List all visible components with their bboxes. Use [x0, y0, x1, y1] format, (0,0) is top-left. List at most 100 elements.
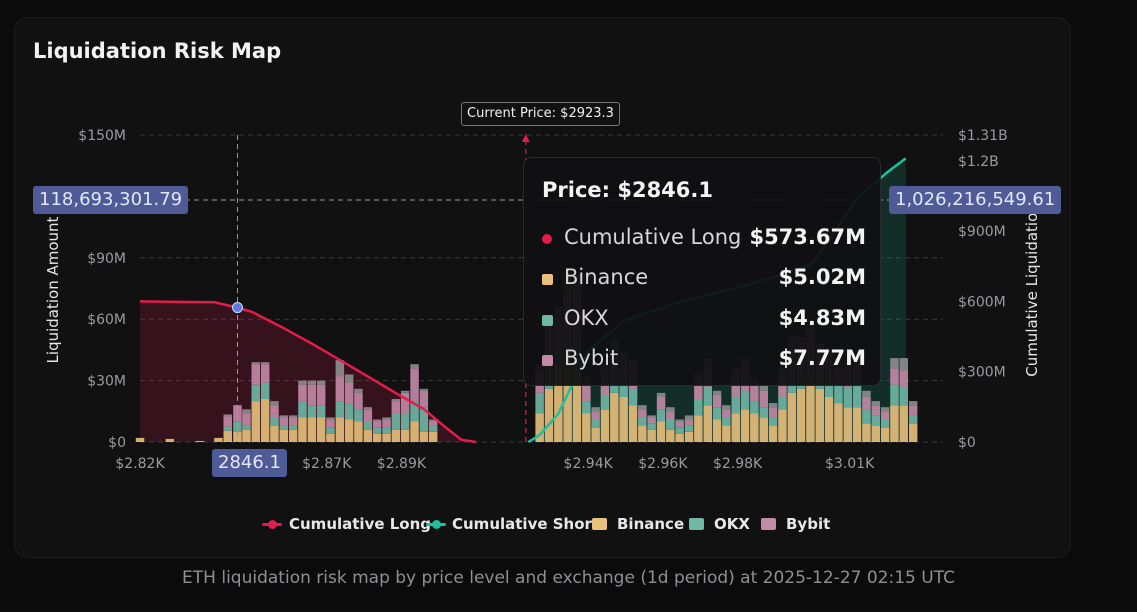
- bar-binance: [288, 429, 298, 442]
- bar-okx: [722, 417, 731, 426]
- y-tick-label: $150M: [78, 128, 126, 144]
- y2-tick-label: $1.31B: [958, 128, 1008, 144]
- bar-binance: [824, 397, 834, 442]
- bar-okx: [750, 401, 759, 414]
- legend-label: OKX: [714, 515, 750, 533]
- bar-other: [242, 409, 251, 414]
- bar-bybit: [223, 416, 232, 427]
- bar-binance: [722, 425, 731, 442]
- bar-binance: [610, 392, 619, 442]
- bar-other: [647, 415, 656, 418]
- bar-binance: [619, 397, 628, 442]
- bar-okx: [656, 409, 666, 422]
- bar-okx: [890, 384, 899, 406]
- bar-binance: [731, 413, 740, 442]
- bar-binance: [815, 388, 824, 442]
- bar-binance: [400, 429, 410, 442]
- cumulative-long-dot-icon: [542, 234, 552, 244]
- bar-other: [722, 405, 731, 410]
- tooltip: Price: $2846.1 Cumulative Long $573.67M …: [523, 157, 881, 386]
- bar-okx: [372, 427, 382, 434]
- bar-bybit: [656, 397, 666, 410]
- bar-other: [354, 388, 363, 393]
- y2-tick-label: $1.2B: [958, 154, 999, 170]
- bar-okx: [899, 386, 908, 406]
- bar-other: [675, 419, 684, 422]
- tooltip-row-label: Binance: [564, 265, 649, 289]
- bar-okx: [270, 417, 279, 426]
- bar-bybit: [326, 419, 335, 428]
- bar-binance: [908, 423, 918, 442]
- bar-okx: [731, 397, 740, 414]
- y-tick-label: $90M: [87, 251, 126, 267]
- bar-bybit: [372, 421, 382, 428]
- bar-binance: [372, 433, 382, 442]
- bar-bybit: [880, 411, 890, 420]
- bar-okx: [410, 401, 419, 422]
- bar-okx: [242, 425, 251, 430]
- bar-bybit: [410, 368, 419, 401]
- bar-binance: [600, 409, 610, 442]
- bar-binance: [638, 425, 647, 442]
- bar-bybit: [731, 376, 740, 397]
- bar-bybit: [307, 384, 317, 406]
- chart-title: Liquidation Risk Map: [33, 39, 282, 63]
- bar-bybit: [778, 376, 787, 397]
- bar-other: [372, 419, 382, 422]
- legend-label: Binance: [617, 515, 685, 533]
- tooltip-row-value: $7.77M: [778, 346, 866, 370]
- legend-line-icon: [262, 520, 282, 529]
- bar-okx: [307, 405, 317, 418]
- legend-square-icon: [761, 518, 776, 530]
- bar-bybit: [260, 364, 270, 383]
- bar-okx: [871, 415, 880, 426]
- bar-other: [288, 415, 298, 418]
- bar-okx: [694, 399, 703, 416]
- bar-okx: [628, 388, 638, 406]
- bar-bybit: [316, 384, 326, 406]
- bar-okx: [712, 407, 722, 420]
- bar-binance: [326, 433, 335, 442]
- bar-bybit: [288, 417, 298, 426]
- bar-okx: [591, 419, 600, 428]
- bar-bybit: [768, 407, 778, 418]
- legend-line-icon: [426, 520, 446, 529]
- bar-binance: [740, 409, 750, 442]
- bar-binance: [712, 419, 722, 442]
- legend-square-icon: [592, 518, 607, 530]
- bar-okx: [279, 425, 288, 430]
- bar-binance: [223, 430, 232, 442]
- bar-okx: [908, 415, 918, 424]
- bar-other: [908, 401, 918, 406]
- bar-binance: [852, 407, 862, 442]
- bar-okx: [400, 413, 410, 430]
- bar-binance: [843, 407, 852, 442]
- bar-binance: [582, 413, 591, 442]
- bar-binance: [165, 438, 175, 442]
- bar-other: [768, 403, 778, 408]
- x-tick-label: $2.98K: [713, 456, 763, 472]
- bar-bybit: [382, 419, 391, 428]
- bar-bybit: [890, 368, 899, 385]
- bar-okx: [600, 394, 610, 410]
- bar-okx: [344, 403, 354, 420]
- bar-bybit: [684, 419, 694, 426]
- bar-okx: [638, 417, 647, 426]
- bar-bybit: [638, 409, 647, 418]
- bar-binance: [354, 421, 363, 442]
- bar-bybit: [270, 405, 279, 418]
- bar-other: [419, 388, 429, 391]
- bar-binance: [363, 429, 373, 442]
- current-price-label: Current Price: $2923.3: [461, 102, 620, 126]
- x-tick-label: $2.87K: [302, 456, 352, 472]
- bar-binance: [391, 429, 401, 442]
- bar-okx: [843, 386, 852, 408]
- bar-binance: [344, 419, 354, 442]
- bar-other: [251, 362, 260, 365]
- bar-other: [712, 390, 722, 395]
- crosshair-price-badge: 2846.1: [212, 449, 287, 477]
- bar-okx: [666, 419, 675, 430]
- bar-other: [223, 414, 232, 417]
- tooltip-row-bybit: Bybit $7.77M: [542, 346, 866, 376]
- bar-binance: [572, 364, 582, 442]
